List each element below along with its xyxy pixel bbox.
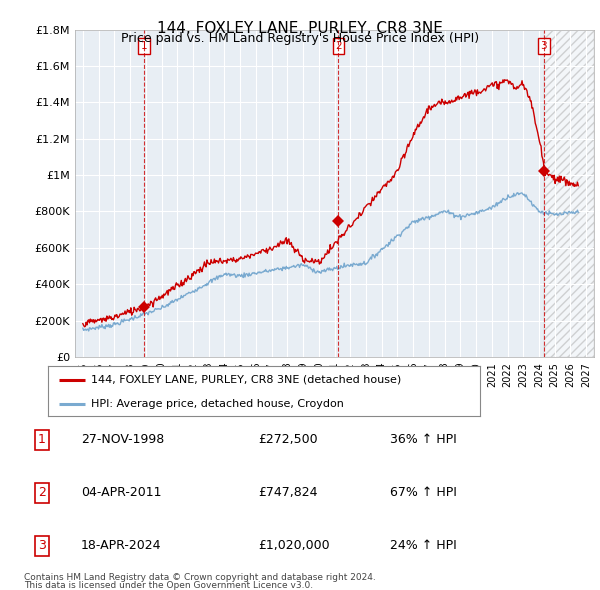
Text: 1: 1: [38, 433, 46, 446]
Text: 67% ↑ HPI: 67% ↑ HPI: [390, 486, 457, 499]
Text: 27-NOV-1998: 27-NOV-1998: [81, 433, 164, 446]
Text: 18-APR-2024: 18-APR-2024: [81, 539, 161, 552]
Text: 24% ↑ HPI: 24% ↑ HPI: [390, 539, 457, 552]
Text: HPI: Average price, detached house, Croydon: HPI: Average price, detached house, Croy…: [91, 399, 344, 409]
Text: Contains HM Land Registry data © Crown copyright and database right 2024.: Contains HM Land Registry data © Crown c…: [24, 572, 376, 582]
Text: Price paid vs. HM Land Registry's House Price Index (HPI): Price paid vs. HM Land Registry's House …: [121, 32, 479, 45]
Text: 04-APR-2011: 04-APR-2011: [81, 486, 161, 499]
Text: 36% ↑ HPI: 36% ↑ HPI: [390, 433, 457, 446]
Text: 3: 3: [541, 41, 547, 51]
Text: 2: 2: [38, 486, 46, 499]
Text: 3: 3: [38, 539, 46, 552]
Text: £272,500: £272,500: [258, 433, 317, 446]
Text: 144, FOXLEY LANE, PURLEY, CR8 3NE: 144, FOXLEY LANE, PURLEY, CR8 3NE: [157, 21, 443, 35]
Text: This data is licensed under the Open Government Licence v3.0.: This data is licensed under the Open Gov…: [24, 581, 313, 590]
Text: 144, FOXLEY LANE, PURLEY, CR8 3NE (detached house): 144, FOXLEY LANE, PURLEY, CR8 3NE (detac…: [91, 375, 401, 385]
Bar: [544, 30, 594, 357]
Text: £747,824: £747,824: [258, 486, 317, 499]
Text: 2: 2: [335, 41, 342, 51]
Text: £1,020,000: £1,020,000: [258, 539, 329, 552]
Text: 1: 1: [141, 41, 148, 51]
